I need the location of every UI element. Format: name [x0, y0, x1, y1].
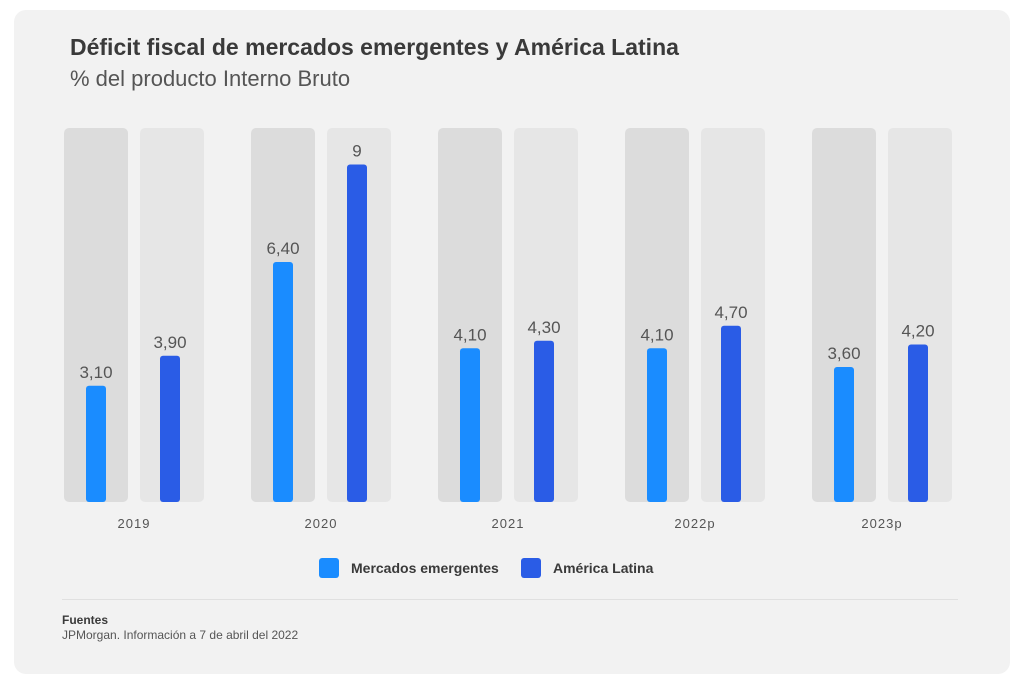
- bar-america-latina-2022p: [721, 325, 741, 502]
- chart-title: Déficit fiscal de mercados emergentes y …: [70, 34, 679, 60]
- bar-track: [812, 128, 876, 502]
- data-label: 6,40: [266, 239, 299, 258]
- bar-america-latina-2021: [534, 340, 554, 502]
- legend-item-mercados-emergentes: Mercados emergentes: [319, 558, 499, 578]
- sources-title: Fuentes: [62, 613, 109, 627]
- x-tick-label: 2020: [305, 516, 338, 531]
- legend-label-mercados-emergentes: Mercados emergentes: [351, 560, 499, 576]
- bar-mercados-emergentes-2023p: [834, 367, 854, 502]
- bar-mercados-emergentes-2019: [86, 385, 106, 502]
- bar-mercados-emergentes-2020: [273, 262, 293, 502]
- bar-track: [888, 128, 952, 502]
- data-label: 4,20: [901, 322, 934, 341]
- bar-america-latina-2023p: [908, 344, 928, 502]
- data-label: 4,10: [640, 325, 673, 344]
- data-label: 4,70: [714, 303, 747, 322]
- x-tick-label: 2022p: [674, 516, 715, 531]
- bar-track: [64, 128, 128, 502]
- bar-mercados-emergentes-2022p: [647, 348, 667, 502]
- data-label: 3,90: [153, 333, 186, 352]
- legend-label-america-latina: América Latina: [553, 560, 654, 576]
- bar-track: [514, 128, 578, 502]
- legend-item-america-latina: América Latina: [521, 558, 653, 578]
- bar-track: [438, 128, 502, 502]
- data-label: 4,10: [453, 325, 486, 344]
- legend-swatch-america-latina: [521, 558, 541, 578]
- chart-subtitle: % del producto Interno Bruto: [70, 66, 351, 91]
- x-tick-label: 2021: [492, 516, 525, 531]
- data-label: 4,30: [527, 318, 560, 337]
- bar-track: [701, 128, 765, 502]
- bar-track: [140, 128, 204, 502]
- data-label: 3,60: [827, 344, 860, 363]
- divider: [62, 599, 958, 600]
- bar-track: [625, 128, 689, 502]
- bar-america-latina-2019: [160, 355, 180, 502]
- legend-swatch-mercados-emergentes: [319, 558, 339, 578]
- bar-mercados-emergentes-2021: [460, 348, 480, 502]
- data-label: 3,10: [79, 363, 112, 382]
- bar-america-latina-2020: [347, 164, 367, 502]
- sources-text: JPMorgan. Información a 7 de abril del 2…: [62, 628, 299, 642]
- legend: Mercados emergentes América Latina: [0, 558, 1024, 580]
- x-tick-label: 2019: [118, 516, 151, 531]
- data-label: 9: [352, 142, 361, 161]
- x-tick-label: 2023p: [861, 516, 902, 531]
